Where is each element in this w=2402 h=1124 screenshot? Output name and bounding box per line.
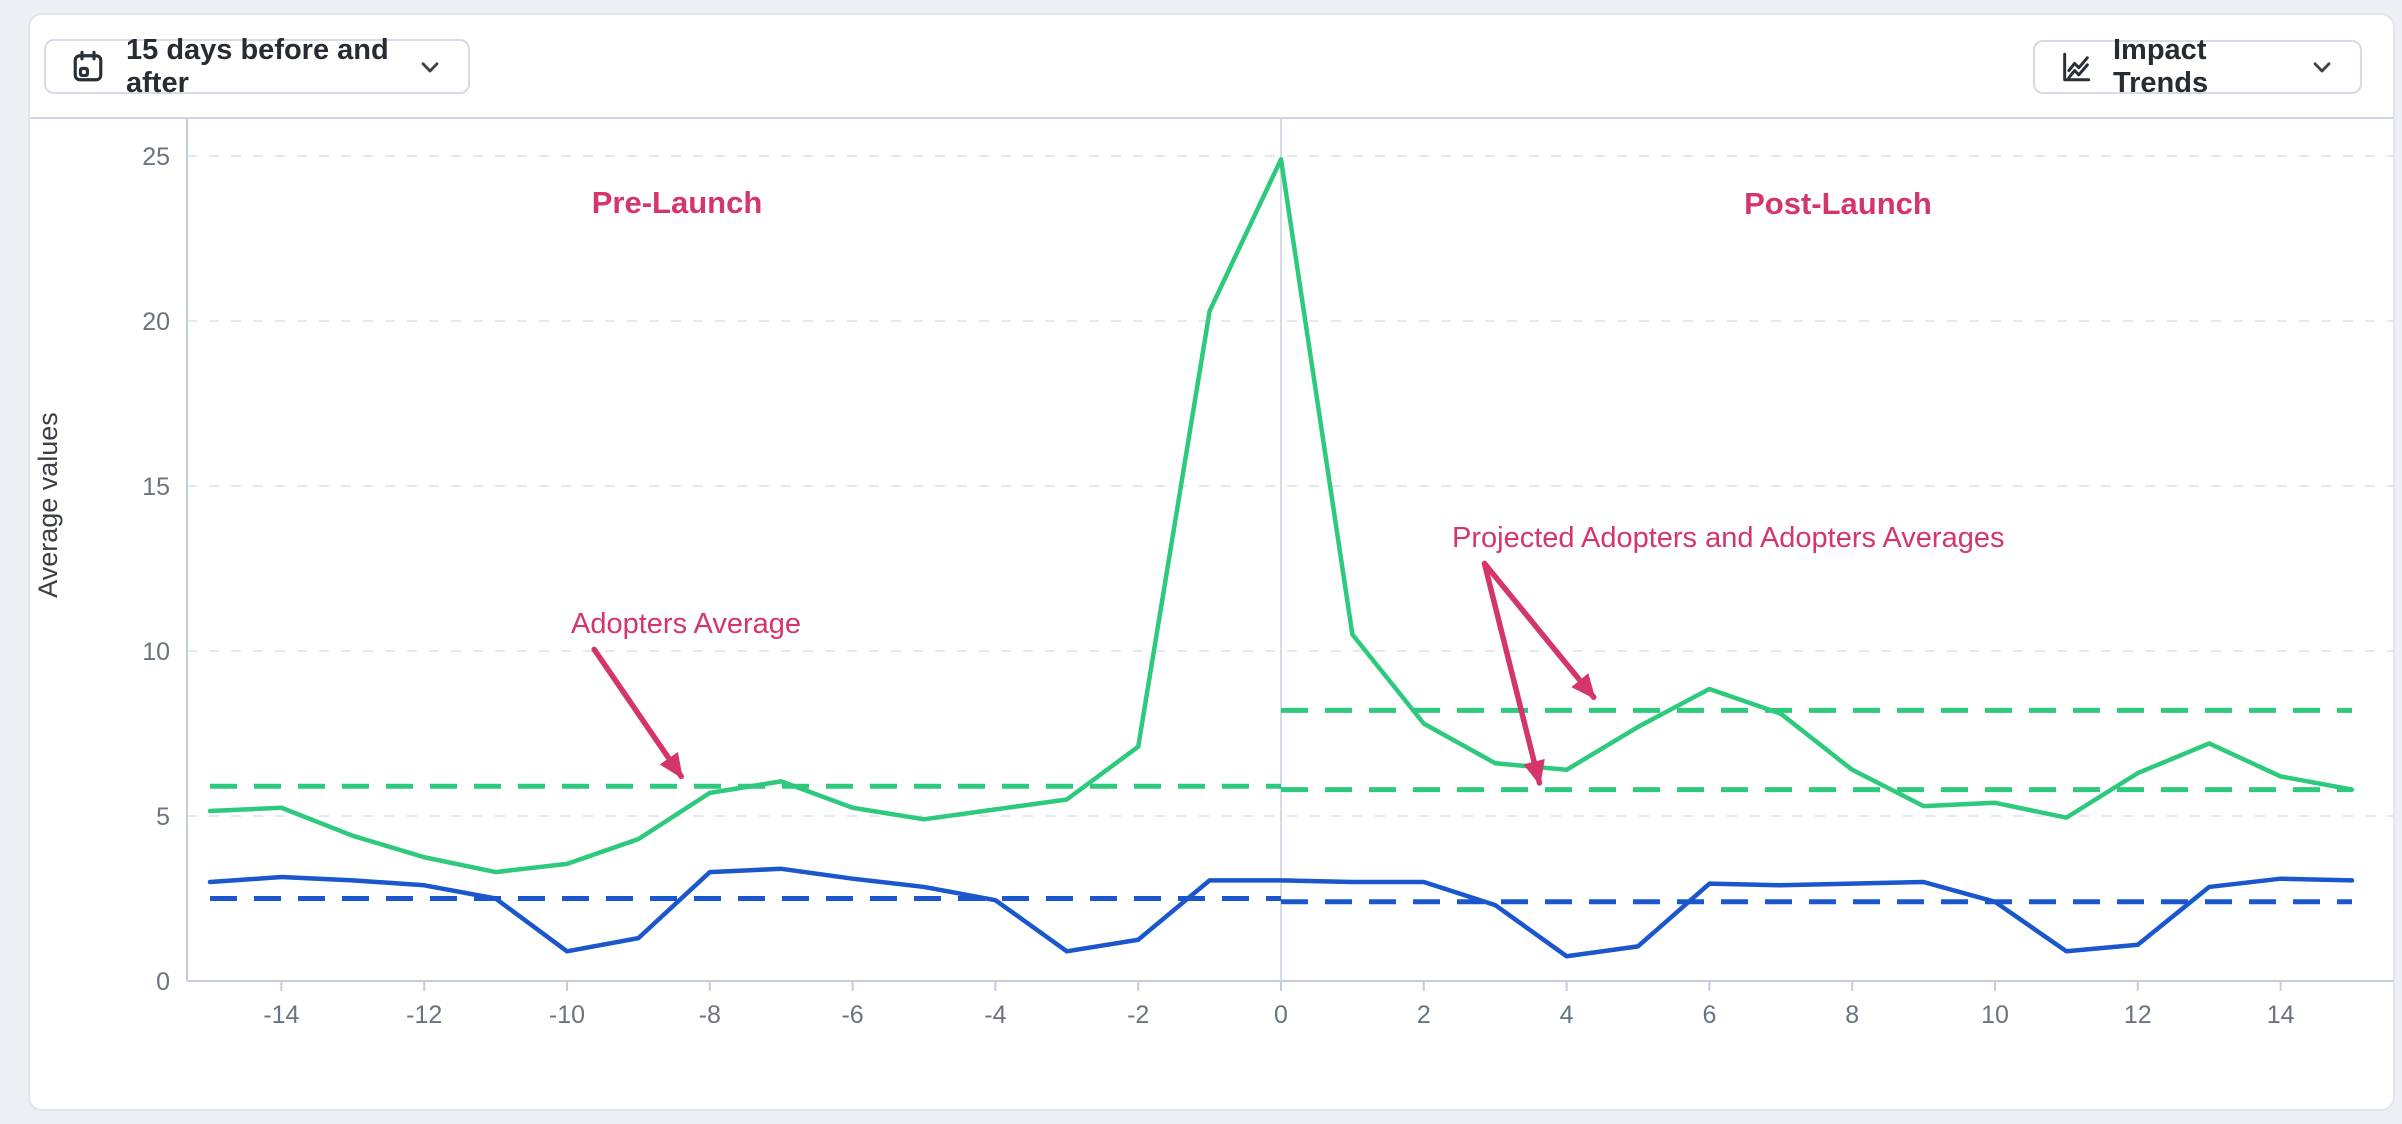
- calendar-icon: [73, 50, 103, 81]
- impact-trends-label: Impact Trends: [2113, 34, 2209, 99]
- date-range-label: 15 days before and after: [126, 33, 389, 99]
- impact-trends-card: 15 days before and after Impact Trends: [28, 13, 2395, 1111]
- line-chart-icon: [2063, 52, 2091, 82]
- chevron-down-icon: [2313, 62, 2331, 73]
- impact-trends-button[interactable]: Impact Trends: [2033, 34, 2362, 99]
- chevron-down-icon: [421, 61, 439, 72]
- date-range-button[interactable]: 15 days before and after: [44, 34, 470, 99]
